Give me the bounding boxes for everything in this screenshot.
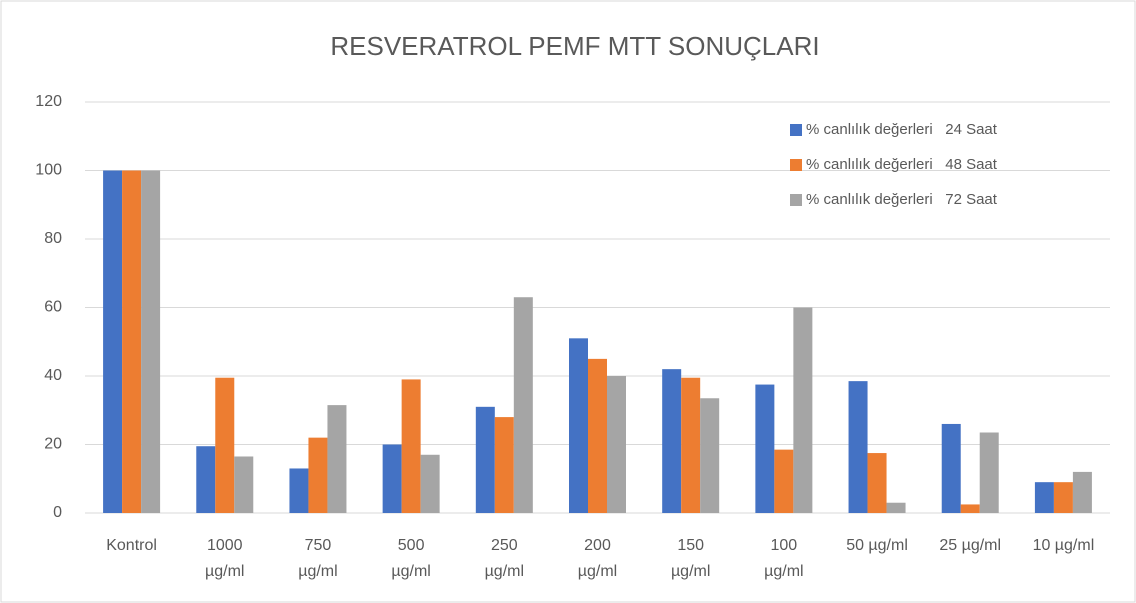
bar bbox=[308, 437, 328, 513]
bar bbox=[793, 307, 813, 513]
x-tick-label: 150 µg/ml bbox=[671, 537, 710, 580]
bar bbox=[215, 377, 235, 513]
y-tick-label: 40 bbox=[44, 367, 62, 384]
x-tick-label: 250 µg/ml bbox=[485, 537, 524, 580]
bar bbox=[941, 423, 961, 513]
bar bbox=[662, 369, 682, 513]
bar bbox=[755, 384, 775, 513]
x-tick-label: 200 µg/ml bbox=[578, 537, 617, 580]
y-tick-label: 60 bbox=[44, 299, 62, 316]
bar bbox=[196, 446, 216, 513]
bar bbox=[886, 502, 906, 513]
bar bbox=[103, 170, 123, 513]
bar bbox=[382, 444, 402, 513]
chart-title: RESVERATROL PEMF MTT SONUÇLARI bbox=[330, 31, 819, 61]
x-tick-label: 10 µg/ml bbox=[1033, 537, 1095, 554]
x-tick-label: 500 µg/ml bbox=[391, 537, 430, 580]
y-tick-label: 100 bbox=[35, 162, 62, 179]
bar bbox=[327, 405, 347, 513]
bar bbox=[569, 338, 588, 513]
y-tick-label: 20 bbox=[44, 436, 62, 453]
bar bbox=[1072, 471, 1092, 513]
bar bbox=[513, 297, 533, 513]
bar bbox=[475, 406, 495, 513]
y-tick-label: 120 bbox=[35, 93, 62, 110]
bar bbox=[960, 504, 980, 513]
bar bbox=[1053, 482, 1073, 513]
bar bbox=[607, 376, 626, 513]
legend-swatch bbox=[790, 194, 802, 206]
bar bbox=[979, 432, 999, 513]
x-tick-label: 50 µg/ml bbox=[846, 537, 908, 554]
bar bbox=[494, 417, 514, 513]
bar bbox=[588, 358, 607, 513]
bar bbox=[401, 379, 421, 513]
bar bbox=[867, 453, 887, 513]
bar bbox=[234, 456, 254, 513]
legend-label: % canlılık değerleri 72 Saat bbox=[806, 191, 998, 208]
x-tick-label: 1000 µg/ml bbox=[205, 537, 244, 580]
y-tick-label: 80 bbox=[44, 230, 62, 247]
bar bbox=[122, 170, 142, 513]
y-tick-label: 0 bbox=[53, 504, 62, 521]
legend-swatch bbox=[790, 159, 802, 171]
bar bbox=[141, 170, 161, 513]
legend-label: % canlılık değerleri 24 Saat bbox=[806, 121, 998, 138]
bar bbox=[420, 454, 440, 513]
x-tick-label: 750 µg/ml bbox=[298, 537, 337, 580]
legend-label: % canlılık değerleri 48 Saat bbox=[806, 156, 998, 173]
legend-swatch bbox=[790, 124, 802, 136]
bar bbox=[774, 449, 794, 513]
x-tick-label: 25 µg/ml bbox=[939, 537, 1001, 554]
bar bbox=[289, 468, 309, 513]
x-tick-label: 100 µg/ml bbox=[764, 537, 803, 580]
bar bbox=[700, 398, 720, 513]
bar bbox=[848, 381, 868, 513]
bar bbox=[1034, 482, 1054, 513]
x-tick-label: Kontrol bbox=[106, 537, 157, 554]
bar bbox=[681, 377, 701, 513]
